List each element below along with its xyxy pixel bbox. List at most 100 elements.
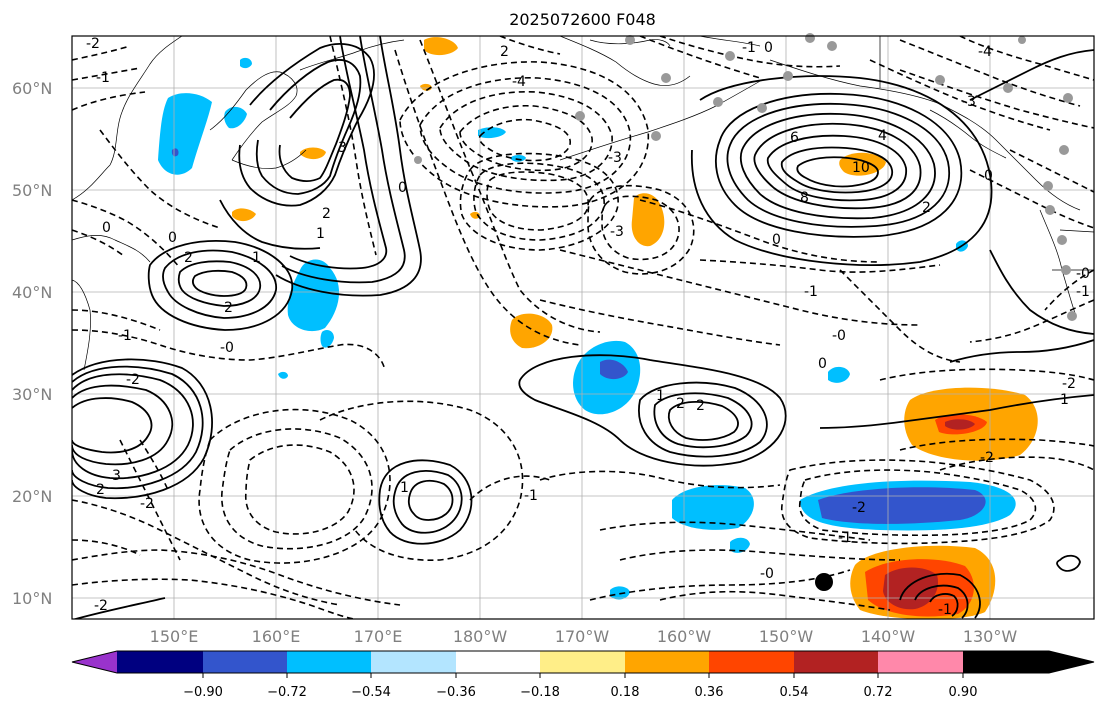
negative-shading-area bbox=[478, 127, 506, 139]
contour-label: -0 bbox=[1076, 266, 1090, 282]
lon-label: 180°W bbox=[453, 627, 508, 646]
station-dot bbox=[575, 111, 585, 121]
station-dot bbox=[1059, 145, 1069, 155]
negative-shading-area bbox=[320, 330, 334, 348]
colorbar-tick-labels: −0.90 −0.72 −0.54 −0.36 −0.18 0.18 0.36 … bbox=[183, 685, 977, 700]
negative-shading-area bbox=[158, 93, 212, 175]
colorbar-max-extend bbox=[963, 651, 1094, 673]
contour-label: -1 bbox=[838, 530, 852, 546]
contour-label: 4 bbox=[878, 128, 887, 144]
contour-labels: -2 -1 0 3 0 2 1 2 1 2 0 -1 -0 -2 2 -4 -1… bbox=[86, 36, 1090, 618]
lon-label: 170°W bbox=[555, 627, 610, 646]
station-dot bbox=[935, 75, 945, 85]
latitude-labels: 60°N 50°N 40°N 30°N 20°N 10°N bbox=[12, 79, 52, 608]
colorbar-tick-label: −0.18 bbox=[520, 685, 560, 700]
station-dot bbox=[414, 156, 422, 164]
negative-shading-area bbox=[828, 366, 850, 383]
station-dot bbox=[661, 73, 671, 83]
contour-label: -3 bbox=[962, 94, 976, 110]
gridlines bbox=[72, 36, 1094, 619]
lon-label: 150°E bbox=[150, 627, 199, 646]
chart-title: 2025072600 F048 bbox=[509, 10, 656, 29]
contour-label: 0 bbox=[772, 232, 781, 248]
negative-shading-area bbox=[278, 371, 288, 379]
contour-label: -2 bbox=[94, 598, 108, 614]
contour-label: -3 bbox=[610, 224, 624, 240]
contour-label: -1 bbox=[742, 40, 756, 56]
colorbar: −0.90 −0.72 −0.54 −0.36 −0.18 0.18 0.36 … bbox=[71, 650, 1095, 700]
station-dot bbox=[1063, 93, 1073, 103]
contour-label: -1 bbox=[96, 70, 110, 86]
contour-lines-dashed bbox=[72, 36, 1094, 619]
contour-label: 6 bbox=[790, 130, 799, 146]
positive-shading-area bbox=[424, 37, 458, 56]
station-dot bbox=[625, 35, 635, 45]
contour-label: 0 bbox=[398, 180, 407, 196]
positive-shading-area bbox=[631, 193, 665, 247]
contour-label: 3 bbox=[112, 468, 121, 484]
contour-label: 2 bbox=[184, 250, 193, 266]
map-frame bbox=[71, 35, 1095, 620]
contour-label: -2 bbox=[1062, 376, 1076, 392]
contour-label: 1 bbox=[316, 226, 325, 242]
lon-label: 160°W bbox=[657, 627, 712, 646]
contour-label: -1 bbox=[1076, 284, 1090, 300]
negative-shading-core bbox=[818, 487, 986, 524]
contour-label: 1 bbox=[400, 480, 409, 496]
colorbar-segment bbox=[456, 651, 540, 673]
contour-label: 2 bbox=[676, 396, 685, 412]
lat-label: 50°N bbox=[12, 181, 52, 200]
contour-label: 2 bbox=[500, 44, 509, 60]
contour-label: 0 bbox=[818, 356, 827, 372]
contour-label: 0 bbox=[168, 230, 177, 246]
colorbar-segment bbox=[709, 651, 794, 673]
negative-shading-area bbox=[240, 57, 252, 69]
contour-label: -1 bbox=[118, 328, 132, 344]
lat-label: 40°N bbox=[12, 283, 52, 302]
colorbar-tick-label: −0.36 bbox=[436, 685, 476, 700]
contour-label: 0 bbox=[102, 220, 111, 236]
negative-shading-core bbox=[600, 359, 628, 380]
coastlines bbox=[72, 36, 1094, 371]
contour-label: -2 bbox=[140, 496, 154, 512]
station-dot bbox=[1045, 205, 1055, 215]
positive-shading-area bbox=[232, 208, 256, 222]
lon-label: 170°E bbox=[354, 627, 403, 646]
colorbar-outline bbox=[71, 650, 1095, 674]
contour-label: -1 bbox=[938, 602, 952, 618]
colorbar-tick-label: −0.90 bbox=[183, 685, 223, 700]
colorbar-segment bbox=[371, 651, 456, 673]
contour-label: 2 bbox=[322, 206, 331, 222]
lat-label: 10°N bbox=[12, 589, 52, 608]
contour-label: -4 bbox=[978, 44, 992, 60]
contour-label: -2 bbox=[980, 450, 994, 466]
station-dot bbox=[1057, 235, 1067, 245]
colorbar-segment bbox=[287, 651, 371, 673]
contour-label: 1 bbox=[252, 250, 261, 266]
contour-label: 0 bbox=[984, 168, 993, 184]
lon-label: 140°W bbox=[861, 627, 916, 646]
colorbar-min-extend bbox=[72, 651, 117, 673]
contour-label: -4 bbox=[512, 74, 526, 90]
lon-label: 160°E bbox=[252, 627, 301, 646]
positive-shading-area bbox=[510, 313, 553, 349]
contour-lines bbox=[72, 36, 1094, 619]
contour-label: 10 bbox=[852, 160, 870, 176]
contour-label: -0 bbox=[760, 566, 774, 582]
contour-label: -2 bbox=[86, 36, 100, 52]
colorbar-ticks bbox=[202, 673, 964, 678]
negative-shading-area bbox=[510, 155, 526, 162]
contour-label: -0 bbox=[832, 328, 846, 344]
contour-label: 2 bbox=[96, 482, 105, 498]
positive-shading-area bbox=[470, 211, 480, 219]
station-dot bbox=[757, 103, 767, 113]
colorbar-segment bbox=[540, 651, 625, 673]
lat-label: 20°N bbox=[12, 487, 52, 506]
contour-label: -1 bbox=[804, 284, 818, 300]
lon-label: 130°W bbox=[963, 627, 1018, 646]
negative-shading-area bbox=[287, 259, 340, 332]
negative-shading-core bbox=[171, 148, 179, 157]
longitude-labels: 150°E 160°E 170°E 180°W 170°W 160°W 150°… bbox=[150, 627, 1018, 646]
station-dot bbox=[1003, 83, 1013, 93]
